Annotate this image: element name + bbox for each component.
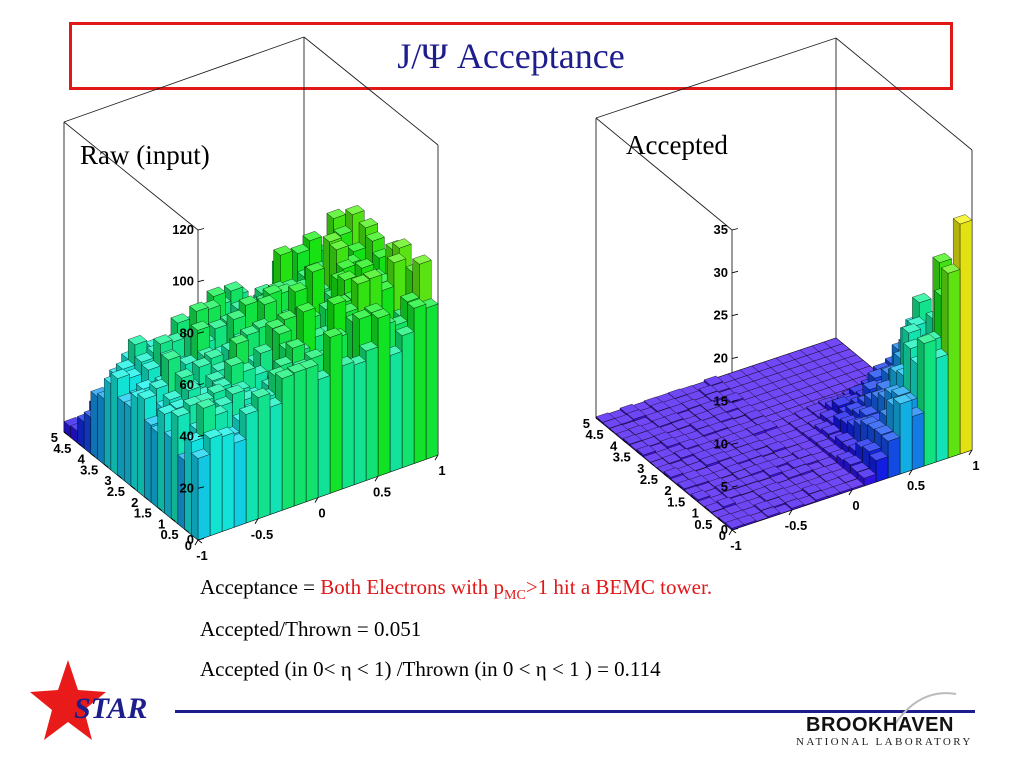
bnl-swoosh-icon — [894, 692, 957, 725]
y-axis-ticks: 0 0.51 1.52 2.53 3.54 4.55 — [51, 430, 203, 553]
y-axis-ticks: 00.511.522.533.544.55 — [583, 416, 737, 543]
x-tick-label: -0.5 — [785, 518, 807, 533]
y-tick-label: 0 — [185, 538, 192, 553]
z-tick-label: 40 — [180, 429, 194, 444]
lego-bars — [63, 205, 439, 541]
lego-bars — [595, 214, 973, 531]
star-logo-text: STAR — [74, 692, 148, 725]
lego-bar — [781, 468, 802, 480]
accepted-over-thrown: Accepted/Thrown = 0.051 — [200, 617, 422, 641]
z-tick-label: 15 — [714, 393, 728, 408]
acceptance-criterion-b: >1 hit a BEMC tower. — [525, 575, 713, 599]
x-axis-ticks: -1 -0.5 0 0.5 1 — [728, 449, 980, 553]
x-tick-label: 0.5 — [907, 478, 925, 493]
star-logo-icon — [30, 660, 106, 740]
y-tick-label: 1.5 — [667, 494, 685, 509]
z-tick-label: 20 — [714, 351, 728, 366]
lego-bar — [856, 468, 877, 487]
z-tick-label: 80 — [180, 325, 194, 340]
z-tick-label: 25 — [714, 308, 728, 323]
x-tick-label: -1 — [730, 538, 742, 553]
y-tick-label: 0.5 — [694, 517, 712, 532]
z-tick-label: 0 — [187, 532, 194, 547]
footer-rule — [175, 710, 975, 713]
y-tick-label: 4.5 — [586, 427, 604, 442]
y-tick-label: 0 — [719, 528, 726, 543]
y-tick-label: 5 — [51, 430, 58, 445]
y-tick-label: 3 — [637, 461, 644, 476]
x-tick-label: -1 — [196, 548, 208, 563]
z-tick-label: 35 — [714, 222, 728, 237]
y-tick-label: 3 — [104, 473, 111, 488]
lego-bar — [724, 518, 745, 531]
z-tick-label: 60 — [180, 377, 194, 392]
y-tick-label: 1 — [158, 516, 165, 531]
y-tick-label: 5 — [583, 416, 590, 431]
y-tick-label: 3.5 — [80, 462, 98, 477]
acceptance-criterion-sub: MC — [504, 588, 526, 604]
y-tick-label: 1.5 — [134, 506, 152, 521]
z-tick-label: 0 — [721, 522, 728, 537]
z-tick-label: 120 — [172, 222, 194, 237]
y-tick-label: 4 — [610, 438, 618, 453]
x-tick-label: 0 — [852, 498, 859, 513]
raw-plot-label: Raw (input) — [80, 140, 210, 170]
z-tick-label: 5 — [721, 479, 728, 494]
bnl-logo-text: BROOKHAVEN — [806, 714, 954, 736]
z-tick-label: 10 — [714, 436, 728, 451]
y-tick-label: 1 — [692, 506, 699, 521]
y-tick-label: 2 — [664, 483, 671, 498]
acceptance-criterion-a: Both Electrons with p — [320, 575, 505, 599]
x-tick-label: 1 — [438, 463, 445, 478]
x-tick-label: 1 — [972, 458, 979, 473]
acceptance-lead: Acceptance = — [200, 575, 321, 599]
z-tick-label: 100 — [172, 274, 194, 289]
x-axis-ticks: -1 -0.5 0 0.5 1 — [194, 454, 446, 563]
y-tick-label: 0.5 — [161, 527, 179, 542]
x-tick-label: 0 — [318, 506, 325, 521]
bnl-logo-subtext: NATIONAL LABORATORY — [796, 736, 973, 748]
y-tick-label: 2 — [131, 495, 138, 510]
z-tick-label: 30 — [714, 265, 728, 280]
y-tick-label: 2.5 — [640, 472, 658, 487]
z-axis-ticks: 0 5 10 15 20 25 30 35 — [714, 222, 739, 537]
title-box: J/Ψ Acceptance — [69, 22, 953, 90]
lego-bar — [784, 498, 805, 511]
x-tick-label: 0.5 — [373, 484, 391, 499]
y-tick-label: 4.5 — [53, 441, 71, 456]
y-tick-label: 3.5 — [613, 450, 631, 465]
lego-bar — [190, 448, 211, 541]
z-axis-ticks: 0 20 40 60 80 100 120 — [172, 222, 205, 547]
x-tick-label: -0.5 — [251, 527, 273, 542]
y-tick-label: 4 — [78, 452, 86, 467]
y-tick-label: 2.5 — [107, 484, 125, 499]
acceptance-definition: Acceptance = Both Electrons with pMC>1 h… — [200, 575, 712, 604]
accepted-over-thrown-eta: Accepted (in 0< η < 1) /Thrown (in 0 < η… — [200, 657, 661, 681]
accepted-plot-label: Accepted — [626, 130, 728, 160]
z-tick-label: 20 — [180, 480, 194, 495]
slide-title: J/Ψ Acceptance — [397, 36, 625, 76]
